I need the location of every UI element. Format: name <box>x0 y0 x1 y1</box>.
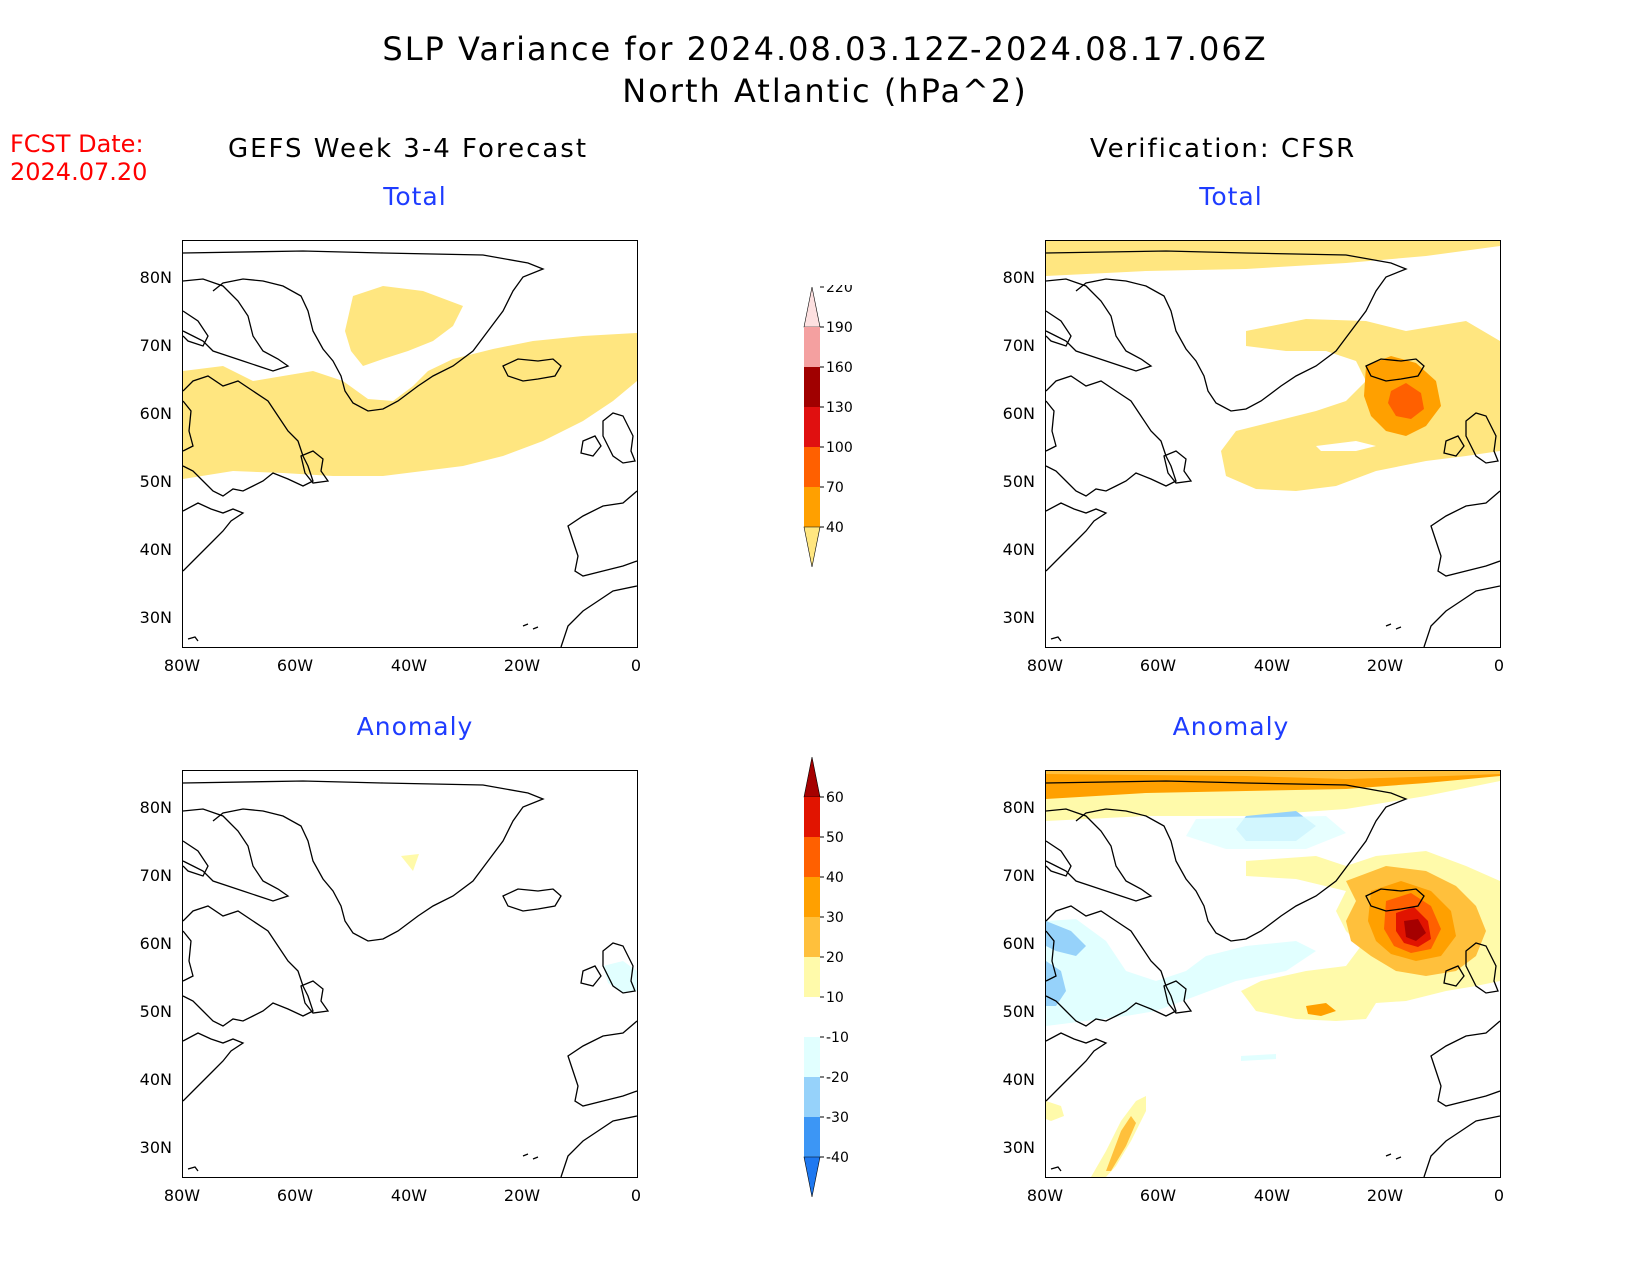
lon-label-80w: 80W <box>163 656 201 675</box>
colorbar-segment <box>804 877 820 917</box>
colorbar-segment <box>804 447 820 487</box>
lon-label-40w: 40W <box>1253 1186 1291 1205</box>
lat-label-50n: 50N <box>139 472 172 491</box>
column-title-forecast: GEFS Week 3-4 Forecast <box>227 134 589 164</box>
colorbar-segment <box>804 997 820 1037</box>
lat-label-70n: 70N <box>139 336 172 355</box>
lon-label-0: 0 <box>1493 656 1505 675</box>
colorbar-segment <box>804 917 820 957</box>
colorbar-segment <box>804 367 820 407</box>
lon-label-20w: 20W <box>1366 1186 1404 1205</box>
lat-label-40n: 40N <box>1002 540 1035 559</box>
lon-label-80w: 80W <box>1026 656 1064 675</box>
panel-label-forecast-anomaly: Anomaly <box>356 712 474 741</box>
colorbar-segment <box>804 1037 820 1077</box>
colorbar-label: 10 <box>826 990 844 1006</box>
lat-label-70n: 70N <box>1002 866 1035 885</box>
lon-label-40w: 40W <box>390 656 428 675</box>
colorbar-segment <box>804 1077 820 1117</box>
lat-label-80n: 80N <box>1002 268 1035 287</box>
map-forecast-anomaly <box>182 770 638 1178</box>
map-verification-anomaly <box>1045 770 1501 1178</box>
lat-label-30n: 30N <box>1002 1138 1035 1157</box>
lon-label-60w: 60W <box>1139 1186 1177 1205</box>
lat-label-70n: 70N <box>139 866 172 885</box>
lon-label-80w: 80W <box>163 1186 201 1205</box>
colorbar-anomaly: -40 -30 -20 -10 10 20 30 40 50 60 <box>800 755 860 1209</box>
lon-label-40w: 40W <box>390 1186 428 1205</box>
colorbar-end-bottom <box>803 1156 821 1198</box>
lon-label-0: 0 <box>630 1186 642 1205</box>
lat-label-80n: 80N <box>1002 798 1035 817</box>
colorbar-end-top <box>803 756 821 798</box>
colorbar-label: 100 <box>826 440 853 456</box>
fcst-date-label: FCST Date: <box>10 130 144 158</box>
lat-label-60n: 60N <box>139 934 172 953</box>
lon-label-20w: 20W <box>1366 656 1404 675</box>
panel-label-verification-total: Total <box>1199 182 1263 211</box>
lat-label-60n: 60N <box>1002 404 1035 423</box>
lat-label-50n: 50N <box>1002 472 1035 491</box>
main-subtitle: North Atlantic (hPa^2) <box>622 72 1028 110</box>
lon-label-60w: 60W <box>276 1186 314 1205</box>
colorbar-total: 40 70 100 130 160 190 220 <box>800 280 860 619</box>
colorbar-segment <box>804 797 820 837</box>
colorbar-label: 20 <box>826 950 844 966</box>
lat-label-40n: 40N <box>139 540 172 559</box>
map-forecast-total <box>182 240 638 648</box>
colorbar-label: -40 <box>826 1150 849 1166</box>
panel-label-verification-anomaly: Anomaly <box>1172 712 1290 741</box>
lon-label-60w: 60W <box>276 656 314 675</box>
colorbar-segment <box>804 837 820 877</box>
lat-label-70n: 70N <box>1002 336 1035 355</box>
colorbar-segment <box>804 327 820 367</box>
colorbar-segment <box>804 487 820 527</box>
colorbar-label: 190 <box>826 320 853 336</box>
lat-label-60n: 60N <box>1002 934 1035 953</box>
colorbar-label: 40 <box>826 870 844 886</box>
colorbar-segment <box>804 407 820 447</box>
colorbar-segment <box>804 957 820 997</box>
colorbar-end-bottom <box>803 526 821 568</box>
map-verification-total <box>1045 240 1501 648</box>
colorbar-label: 70 <box>826 480 844 496</box>
lat-label-30n: 30N <box>139 608 172 627</box>
lat-label-30n: 30N <box>139 1138 172 1157</box>
colorbar-segment <box>804 1117 820 1157</box>
colorbar-end-top <box>803 286 821 328</box>
fcst-date-value: 2024.07.20 <box>10 158 148 186</box>
colorbar-label: 130 <box>826 400 853 416</box>
lon-label-0: 0 <box>1493 1186 1505 1205</box>
lat-label-30n: 30N <box>1002 608 1035 627</box>
lat-label-40n: 40N <box>139 1070 172 1089</box>
lat-label-80n: 80N <box>139 798 172 817</box>
colorbar-label: 160 <box>826 360 853 376</box>
colorbar-label: 50 <box>826 830 844 846</box>
main-title: SLP Variance for 2024.08.03.12Z-2024.08.… <box>382 30 1268 68</box>
column-title-verification: Verification: CFSR <box>1089 134 1357 164</box>
lat-label-60n: 60N <box>139 404 172 423</box>
colorbar-label: -10 <box>826 1030 849 1046</box>
colorbar-label: -20 <box>826 1070 849 1086</box>
lon-label-20w: 20W <box>503 656 541 675</box>
colorbar-label: 40 <box>826 520 844 536</box>
lon-label-0: 0 <box>630 656 642 675</box>
panel-label-forecast-total: Total <box>383 182 447 211</box>
lon-label-60w: 60W <box>1139 656 1177 675</box>
colorbar-label: -30 <box>826 1110 849 1126</box>
lat-label-50n: 50N <box>139 1002 172 1021</box>
colorbar-label: 30 <box>826 910 844 926</box>
lon-label-20w: 20W <box>503 1186 541 1205</box>
colorbar-label: 60 <box>826 790 844 806</box>
lon-label-80w: 80W <box>1026 1186 1064 1205</box>
lat-label-50n: 50N <box>1002 1002 1035 1021</box>
lon-label-40w: 40W <box>1253 656 1291 675</box>
lat-label-80n: 80N <box>139 268 172 287</box>
colorbar-label: 220 <box>826 285 853 296</box>
lat-label-40n: 40N <box>1002 1070 1035 1089</box>
